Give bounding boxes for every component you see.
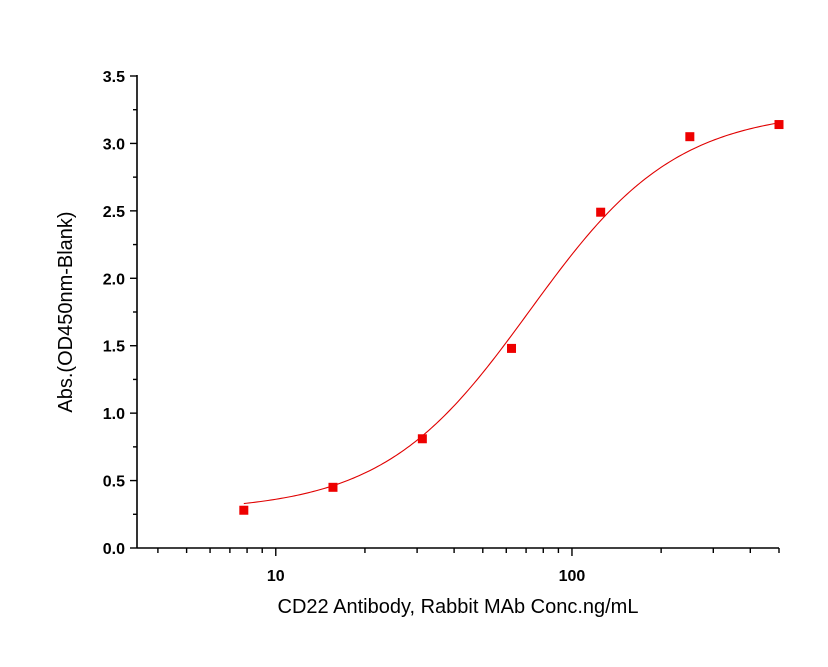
fit-curve — [243, 122, 780, 505]
y-tick-label: 1.5 — [103, 339, 125, 356]
data-point — [596, 207, 606, 217]
data-point — [685, 132, 695, 142]
data-points — [239, 120, 784, 515]
plot-area: 0.0 0.5 1.0 1.5 2.0 2.5 3.0 3.5 10 100 — [103, 69, 784, 585]
data-point — [417, 434, 427, 444]
y-axis-title: Abs.(OD450nm-Blank) — [55, 211, 77, 412]
x-axis-ticks: 10 100 — [157, 548, 780, 585]
y-tick-label: 3.0 — [103, 136, 125, 153]
x-axis-title: CD22 Antibody, Rabbit MAb Conc.ng/mL — [278, 596, 639, 618]
y-tick-label: 3.5 — [103, 69, 125, 86]
x-tick-label: 10 — [267, 568, 285, 585]
y-tick-label: 1.0 — [103, 406, 125, 423]
y-tick-label: 0.0 — [103, 541, 125, 558]
y-axis-ticks: 0.0 0.5 1.0 1.5 2.0 2.5 3.0 3.5 — [103, 69, 137, 558]
y-tick-label: 2.0 — [103, 271, 125, 288]
data-point — [507, 343, 517, 353]
y-tick-label: 0.5 — [103, 474, 125, 491]
data-point — [239, 505, 249, 515]
x-tick-label: 100 — [559, 568, 586, 585]
y-tick-label: 2.5 — [103, 204, 125, 221]
data-point — [774, 120, 784, 130]
data-point — [328, 482, 338, 492]
